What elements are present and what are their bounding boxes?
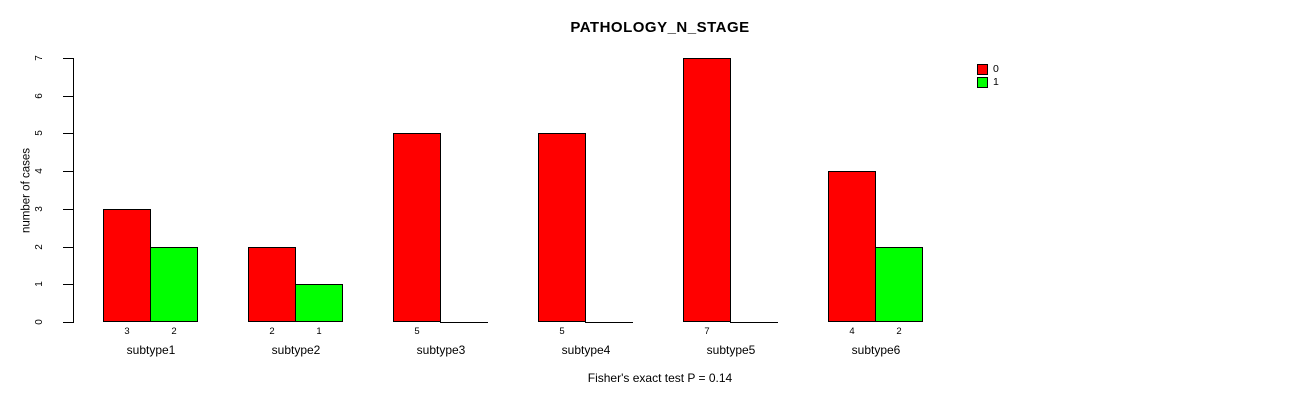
x-category-label: subtype3 xyxy=(416,343,466,357)
bar-value-label: 4 xyxy=(849,326,855,337)
y-axis-tick-label: 7 xyxy=(33,55,45,61)
y-axis-tick xyxy=(63,58,73,59)
y-axis-tick xyxy=(63,171,73,172)
x-category-label: subtype2 xyxy=(271,343,321,357)
legend-swatch xyxy=(977,64,988,75)
y-axis-tick xyxy=(63,284,73,285)
legend-swatch xyxy=(977,77,988,88)
bar xyxy=(538,133,586,322)
y-axis-tick-label: 5 xyxy=(33,130,45,136)
y-axis-tick-label: 6 xyxy=(33,93,45,99)
bar-value-label: 5 xyxy=(559,326,565,337)
y-axis-tick-label: 0 xyxy=(33,319,45,325)
bar-value-label: 2 xyxy=(896,326,902,337)
y-axis-title: number of cases xyxy=(20,148,33,234)
y-axis-tick xyxy=(63,133,73,134)
legend-row: 0 xyxy=(977,64,999,75)
bar-value-label: 2 xyxy=(269,326,275,337)
bar xyxy=(393,133,441,322)
bar-value-label: 3 xyxy=(124,326,130,337)
bar xyxy=(150,247,198,322)
bar xyxy=(295,284,343,322)
y-axis-tick-label: 4 xyxy=(33,168,45,174)
chart-title: PATHOLOGY_N_STAGE xyxy=(570,19,750,36)
x-category-label: subtype1 xyxy=(126,343,176,357)
legend-label: 1 xyxy=(993,76,999,88)
x-category-label: subtype6 xyxy=(851,343,901,357)
stat-annotation: Fisher's exact test P = 0.14 xyxy=(587,371,733,385)
bar xyxy=(683,58,731,322)
zero-height-bar xyxy=(585,322,633,323)
bar xyxy=(828,171,876,322)
bar xyxy=(875,247,923,322)
y-axis-line xyxy=(73,58,74,323)
bar-value-label: 7 xyxy=(704,326,710,337)
y-axis-tick-label: 2 xyxy=(33,244,45,250)
x-category-label: subtype4 xyxy=(561,343,611,357)
legend-label: 0 xyxy=(993,63,999,75)
bar xyxy=(248,247,296,322)
zero-height-bar xyxy=(730,322,778,323)
y-axis-tick xyxy=(63,209,73,210)
y-axis-tick-label: 1 xyxy=(33,281,45,287)
zero-height-bar xyxy=(440,322,488,323)
y-axis-tick xyxy=(63,247,73,248)
bar-value-label: 1 xyxy=(316,326,322,337)
bar xyxy=(103,209,151,322)
y-axis-tick xyxy=(63,96,73,97)
x-category-label: subtype5 xyxy=(706,343,756,357)
legend-row: 1 xyxy=(977,77,999,88)
y-axis-tick-label: 3 xyxy=(33,206,45,212)
bar-value-label: 2 xyxy=(171,326,177,337)
y-axis-tick xyxy=(63,322,73,323)
bar-value-label: 5 xyxy=(414,326,420,337)
